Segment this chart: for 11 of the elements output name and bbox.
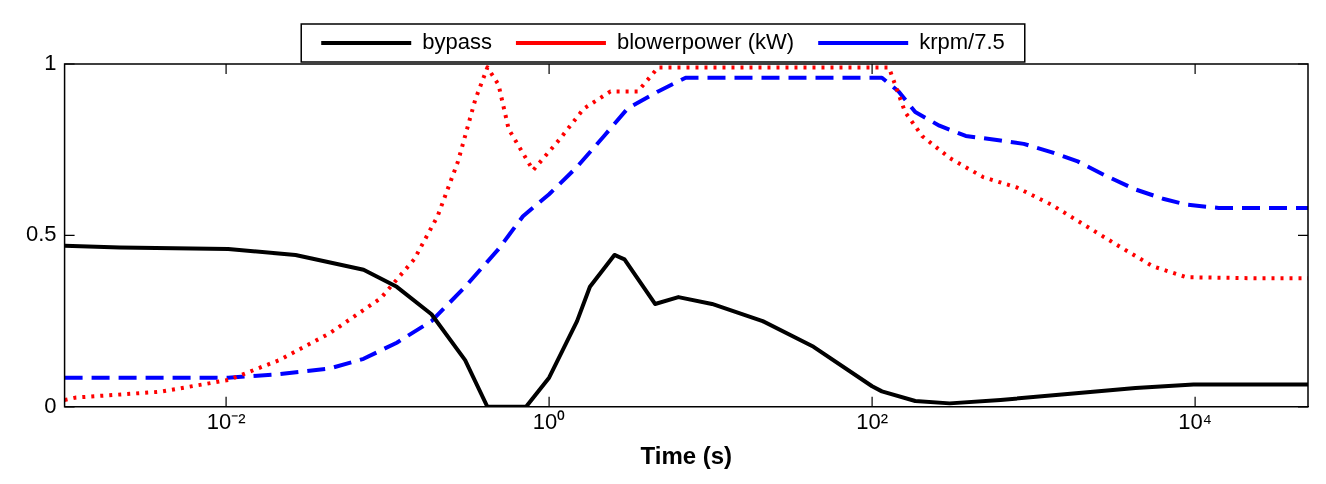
y-tick-label: 0.5 [25,221,57,247]
y-tick-label: 1 [44,50,57,76]
x-tick-label: 10⁴ [1178,409,1213,435]
legend-label: krpm/7.5 [919,29,1005,55]
x-tick-label: 10⁻² [206,409,246,435]
legend-label: bypass [422,29,492,55]
legend-label: blowerpower (kW) [616,29,795,55]
x-axis-title: Time (s) [640,442,733,470]
x-tick-label: 10⁰ [532,409,566,435]
y-tick-label: 0 [44,392,57,418]
x-tick-label: 10² [856,409,888,435]
